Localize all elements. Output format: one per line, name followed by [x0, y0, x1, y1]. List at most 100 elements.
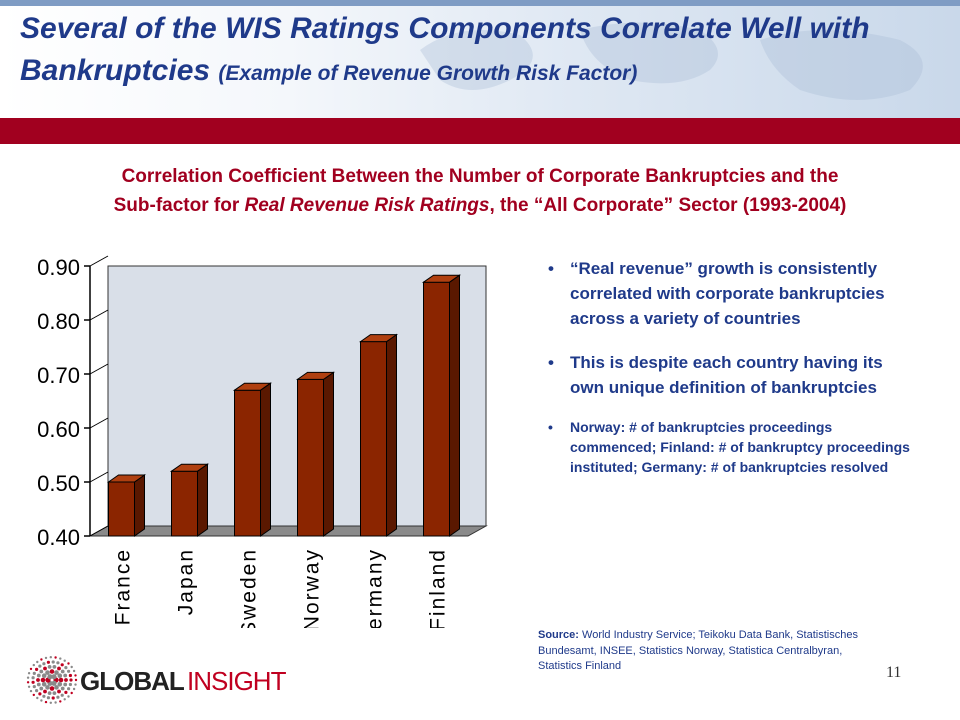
logo-dot: [42, 662, 46, 666]
logo-dot: [40, 658, 43, 661]
y-tick-label: 0.70: [37, 363, 80, 388]
logo-dot: [52, 665, 57, 669]
y-tick-label: 0.50: [37, 471, 80, 496]
bar-side: [386, 333, 397, 537]
bar-side: [197, 463, 208, 537]
logo-dot: [32, 685, 36, 689]
logo-dot: [51, 674, 57, 680]
bar-front: [108, 481, 135, 537]
logo-dot: [32, 693, 35, 697]
page-title-line2: Bankruptcies (Example of Revenue Growth …: [20, 54, 637, 88]
logo-dot: [43, 689, 47, 694]
bar-front: [360, 341, 387, 537]
y-tick-label: 0.90: [37, 255, 80, 280]
logo-dot: [54, 701, 57, 704]
logo-dot: [64, 690, 68, 694]
logo-dot: [29, 667, 33, 671]
logo-dot: [67, 662, 70, 665]
x-category-label: Finland: [427, 548, 450, 628]
logo-dot: [39, 686, 44, 691]
logo-dot: [42, 694, 46, 698]
bar-side: [449, 274, 460, 537]
logo-dot: [72, 669, 76, 673]
logo-dot: [54, 685, 59, 690]
logo-dot: [32, 671, 36, 675]
logo-dot: [70, 665, 73, 669]
logo-dot: [26, 676, 30, 679]
logo-dot: [43, 666, 47, 671]
bar-top: [295, 371, 336, 380]
logo-dot: [51, 660, 55, 664]
source-note: Source: World Industry Service; Teikoku …: [538, 628, 868, 675]
bar-side: [134, 474, 145, 537]
logo-dot: [67, 687, 71, 691]
logo-dot: [54, 670, 59, 675]
bullet-item: This is despite each country having its …: [540, 350, 920, 400]
y-tick-label: 0.40: [37, 525, 80, 550]
bar-front: [171, 470, 198, 537]
logo-dot: [51, 680, 57, 686]
logo-dot: [36, 660, 39, 664]
y-tick-depth: [89, 417, 109, 429]
x-category-label: Norway: [301, 548, 324, 628]
logo-dot: [49, 686, 55, 691]
logo-dot: [45, 670, 50, 675]
bar-top: [232, 382, 273, 391]
bar-front: [297, 378, 324, 537]
x-category-label: Germany: [364, 548, 387, 628]
logo-dot: [44, 656, 48, 660]
page-title-line1: Several of the WIS Ratings Components Co…: [20, 12, 870, 45]
logo-dot: [39, 669, 44, 674]
logo-dot: [64, 678, 68, 682]
x-category-label: Sweden: [238, 548, 261, 628]
bar-side: [323, 371, 334, 537]
globe-dots-icon: [26, 656, 78, 704]
logo-text-insight: INSIGHT: [187, 666, 287, 696]
logo-dot: [63, 682, 68, 687]
logo-dot: [41, 673, 47, 678]
logo-dot: [72, 687, 76, 691]
logo-dot: [47, 691, 52, 695]
logo-dot: [35, 689, 39, 693]
x-category-label: Japan: [175, 548, 198, 615]
logo-dot: [54, 656, 57, 659]
logo-dot: [36, 696, 39, 700]
global-insight-logo: GLOBAL INSIGHT: [26, 656, 288, 704]
logo-dot: [63, 673, 68, 678]
logo-dot: [38, 692, 42, 696]
logo-dot: [68, 673, 72, 678]
page-number: 11: [886, 664, 902, 681]
subtitle-line2-italic: Real Revenue Risk Ratings: [244, 195, 490, 216]
logo-dot: [51, 696, 55, 700]
logo-dot: [74, 683, 77, 686]
logo-dot: [44, 700, 48, 704]
logo-dot: [67, 695, 70, 698]
logo-dot: [52, 691, 57, 695]
subtitle-line2-post: , the “All Corporate” Sector (1993-2004): [489, 195, 847, 216]
logo-dot: [60, 686, 65, 691]
bullet-item: Norway: # of bankruptcies proceedings co…: [540, 417, 920, 477]
logo-dot: [36, 682, 41, 687]
y-tick-depth: [89, 255, 109, 267]
logo-dot: [56, 695, 60, 699]
red-divider-bar: [0, 118, 960, 144]
logo-dot: [27, 672, 31, 675]
bar-top: [106, 474, 147, 483]
x-category-label: France: [112, 548, 135, 625]
logo-dot: [74, 678, 78, 682]
header-top-line: [0, 0, 960, 6]
logo-dot: [74, 674, 77, 677]
logo-dot: [69, 678, 73, 682]
logo-dot: [57, 673, 63, 678]
bar-top: [421, 274, 462, 283]
logo-dot: [59, 657, 62, 660]
logo-dot: [63, 659, 66, 662]
logo-dot: [32, 663, 35, 667]
logo-dot: [60, 663, 64, 667]
bar-top: [169, 463, 210, 472]
logo-dot: [26, 681, 30, 684]
logo-dot: [35, 667, 39, 671]
y-tick-label: 0.80: [37, 309, 80, 334]
y-tick-label: 0.60: [37, 417, 80, 442]
logo-dot: [57, 682, 63, 687]
